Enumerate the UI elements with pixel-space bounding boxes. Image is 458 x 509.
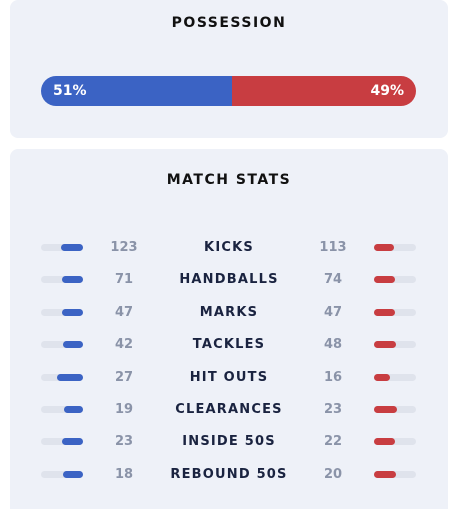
home-stat-bar — [41, 308, 83, 316]
stat-label: HANDBALLS — [179, 272, 279, 288]
away-stat-bar-fill — [374, 276, 395, 284]
match-stats-card: MATCH STATS 123 KICKS 113 71 HANDBALLS 74 47 MA… — [10, 149, 448, 509]
stat-row: 27 HIT OUTS 16 — [10, 368, 448, 388]
possession-home-label: 51% — [53, 83, 87, 99]
stat-label: INSIDE 50S — [182, 434, 276, 450]
stat-row: 23 INSIDE 50S 22 — [10, 432, 448, 452]
away-stat-value: 113 — [319, 240, 347, 255]
home-stat-bar — [41, 341, 83, 349]
home-stat-value: 47 — [114, 304, 134, 320]
away-stat-value: 74 — [323, 272, 343, 288]
home-stat-bar — [41, 276, 83, 284]
away-stat-bar-fill — [374, 470, 396, 478]
home-stat-value: 19 — [114, 402, 134, 417]
stat-label: KICKS — [204, 240, 254, 255]
home-stat-bar-fill — [61, 244, 83, 251]
away-stat-bar-fill — [374, 438, 395, 446]
possession-away-fill — [232, 76, 416, 106]
away-stat-bar — [374, 373, 416, 381]
stat-row: 71 HANDBALLS 74 — [10, 270, 448, 290]
away-stat-bar — [374, 341, 416, 349]
home-stat-value: 23 — [114, 434, 134, 450]
stat-row: 123 KICKS 113 — [10, 238, 448, 258]
away-stat-bar-fill — [374, 341, 396, 349]
away-stat-value: 47 — [323, 304, 343, 320]
home-stat-value: 42 — [114, 337, 134, 353]
home-stat-bar-fill — [57, 373, 83, 381]
home-stat-value: 18 — [114, 466, 134, 482]
away-stat-value: 20 — [323, 466, 343, 482]
away-stat-bar — [374, 308, 416, 316]
away-stat-bar — [374, 276, 416, 284]
home-stat-bar — [41, 406, 83, 413]
home-stat-bar-fill — [62, 276, 83, 284]
home-stat-bar-fill — [62, 438, 83, 446]
stat-label: REBOUND 50S — [170, 466, 288, 482]
stat-row: 42 TACKLES 48 — [10, 335, 448, 355]
possession-title: POSSESSION — [171, 15, 287, 31]
away-stat-value: 23 — [323, 402, 343, 417]
home-stat-bar-fill — [63, 341, 83, 349]
home-stat-value: 123 — [110, 240, 138, 255]
stat-label: MARKS — [199, 304, 259, 320]
possession-home-fill — [41, 76, 233, 106]
away-stat-value: 22 — [323, 434, 343, 450]
home-stat-bar — [41, 244, 83, 251]
away-stat-bar — [374, 470, 416, 478]
home-stat-bar — [41, 470, 83, 478]
stat-label: CLEARANCES — [175, 402, 283, 417]
possession-away-label: 49% — [370, 83, 404, 99]
home-stat-bar — [41, 373, 83, 381]
away-stat-value: 16 — [323, 369, 343, 385]
stat-row: 47 MARKS 47 — [10, 303, 448, 323]
away-stat-bar — [374, 244, 416, 251]
away-stat-bar-fill — [374, 406, 397, 413]
home-stat-bar-fill — [64, 406, 83, 413]
possession-card: POSSESSION 51% 49% — [10, 0, 448, 138]
away-stat-bar-fill — [374, 308, 395, 316]
home-stat-bar-fill — [62, 308, 83, 316]
stat-label: HIT OUTS — [189, 369, 269, 385]
home-stat-value: 71 — [114, 272, 134, 288]
home-stat-bar — [41, 438, 83, 446]
possession-bar: 51% 49% — [41, 76, 416, 106]
away-stat-value: 48 — [323, 337, 343, 353]
away-stat-bar-fill — [374, 373, 390, 381]
away-stat-bar — [374, 438, 416, 446]
stat-row: 19 CLEARANCES 23 — [10, 400, 448, 420]
home-stat-value: 27 — [114, 369, 134, 385]
away-stat-bar-fill — [374, 244, 394, 251]
stat-row: 18 REBOUND 50S 20 — [10, 465, 448, 485]
match-stats-title: MATCH STATS — [166, 172, 292, 188]
away-stat-bar — [374, 406, 416, 413]
stat-label: TACKLES — [192, 337, 266, 353]
home-stat-bar-fill — [63, 470, 83, 478]
